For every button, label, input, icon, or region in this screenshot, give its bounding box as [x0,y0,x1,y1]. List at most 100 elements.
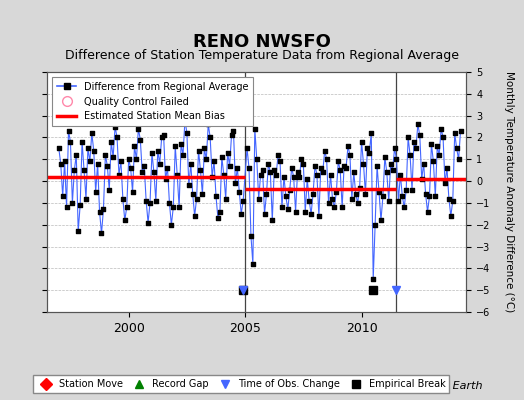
Point [140,163,148,169]
Point [233,165,242,171]
Point [379,193,387,200]
Point [253,156,261,162]
Point [126,165,135,171]
Point [54,145,63,152]
Point [161,176,170,182]
Point [156,160,164,167]
Point [377,217,385,224]
Point [301,208,310,215]
Point [117,158,125,165]
Point [446,213,455,219]
Point [365,150,374,156]
Point [355,184,364,191]
Point [354,200,362,206]
Point [245,165,253,171]
Point [118,195,127,202]
Point [332,189,341,195]
Point [175,204,183,210]
Point [336,167,344,173]
Point [210,158,219,165]
Point [165,200,173,206]
Point [388,167,397,173]
Point [60,158,69,165]
Point [359,160,368,167]
Point [97,230,106,237]
Point [222,195,230,202]
Point [363,145,372,152]
Point [410,139,418,145]
Point [202,156,211,162]
Point [375,189,383,195]
Point [177,141,185,147]
Point [198,191,206,197]
Point [398,193,407,200]
Text: Berkeley Earth: Berkeley Earth [400,381,482,391]
Point [283,206,292,213]
Point [249,261,257,267]
Point [107,139,115,145]
Point [68,200,77,206]
Point [109,154,117,160]
Point [274,152,282,158]
Point [196,167,205,173]
Point [123,204,131,210]
Point [390,145,399,152]
Point [307,211,315,217]
Point [220,171,228,178]
Point [260,211,269,217]
Point [346,152,354,158]
Point [113,134,121,141]
Point [313,171,321,178]
Point [235,189,244,195]
Point [103,163,112,169]
Point [295,174,303,180]
Point [367,130,376,136]
Point [309,191,317,197]
Point [425,193,434,200]
Point [396,171,405,178]
Point [289,174,298,180]
Point [70,167,79,173]
Point [146,200,154,206]
Point [144,219,152,226]
Point [99,206,107,213]
Point [416,132,424,138]
Point [255,195,263,202]
Point [402,187,410,193]
Point [441,180,449,186]
Point [78,139,86,145]
Point [394,198,402,204]
Point [243,145,251,152]
Point [173,171,181,178]
Point [303,176,311,182]
Point [59,193,67,200]
Point [258,167,267,173]
Point [266,169,275,176]
Point [418,176,426,182]
Point [181,117,189,123]
Point [169,204,178,210]
Point [134,126,143,132]
Point [85,158,94,165]
Point [427,141,435,147]
Point [250,126,259,132]
Point [373,163,381,169]
Point [392,156,401,162]
Point [184,182,193,189]
Point [352,191,360,197]
Point [230,128,238,134]
Point [66,139,74,145]
Text: Difference of Station Temperature Data from Regional Average: Difference of Station Temperature Data f… [65,49,459,62]
Point [268,217,277,224]
Point [225,163,234,169]
Point [334,158,343,165]
Legend: Station Move, Record Gap, Time of Obs. Change, Empirical Break: Station Move, Record Gap, Time of Obs. C… [32,375,450,393]
Point [311,163,319,169]
Point [288,165,296,171]
Point [208,174,216,180]
Point [179,152,187,158]
Point [357,139,366,145]
Point [142,198,150,204]
Point [194,147,203,154]
Point [387,160,395,167]
